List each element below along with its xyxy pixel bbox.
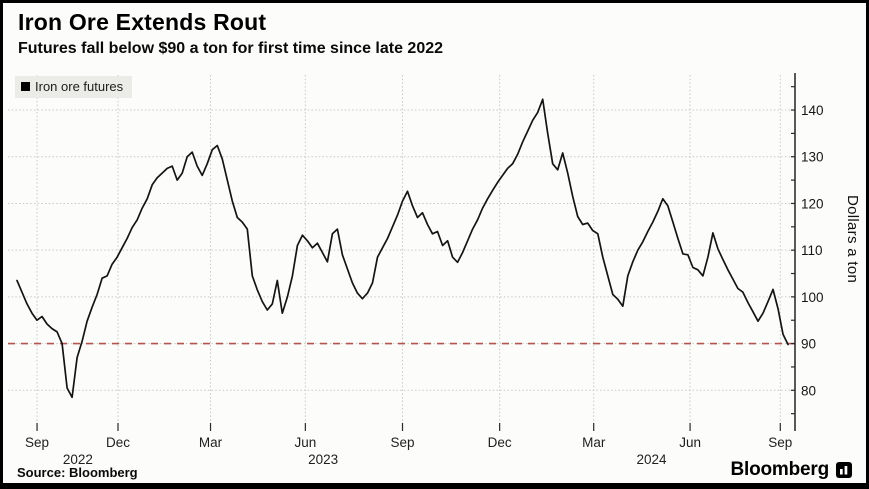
x-tick-label: Jun bbox=[679, 435, 701, 450]
line-chart: Sep Dec Mar Jun Sep Dec Mar Jun Sep 2022 2023 2024 8… bbox=[8, 73, 824, 467]
price-line bbox=[16, 98, 789, 399]
x-year-label: 2024 bbox=[637, 452, 668, 467]
y-tick-label: 140 bbox=[801, 103, 824, 118]
x-tick-label: Dec bbox=[488, 435, 512, 450]
x-tick-label: Dec bbox=[106, 435, 130, 450]
chart-subtitle: Futures fall below $90 a ton for first t… bbox=[18, 40, 444, 57]
source-note: Source: Bloomberg bbox=[17, 465, 138, 480]
x-tick-label: Sep bbox=[768, 435, 792, 450]
legend: Iron ore futures bbox=[15, 76, 133, 98]
x-tick-label: Sep bbox=[390, 435, 414, 450]
y-tick-label: 110 bbox=[801, 243, 823, 258]
bloomberg-logo: Bloomberg bbox=[731, 459, 852, 481]
bloomberg-mark-icon bbox=[836, 462, 852, 478]
y-tick-label: 100 bbox=[801, 290, 824, 305]
bloomberg-wordmark: Bloomberg bbox=[730, 459, 830, 480]
legend-swatch-icon bbox=[21, 82, 30, 91]
y-tick-label: 130 bbox=[801, 150, 824, 165]
chart-title: Iron Ore Extends Rout bbox=[18, 9, 267, 35]
y-tick-label: 120 bbox=[801, 196, 824, 211]
x-tick-label: Mar bbox=[582, 435, 606, 450]
legend-label: Iron ore futures bbox=[35, 79, 124, 94]
y-tick-label: 90 bbox=[801, 337, 816, 352]
y-axis-title: Dollars a ton bbox=[844, 195, 861, 284]
x-year-label: 2023 bbox=[308, 452, 338, 467]
x-tick-label: Jun bbox=[294, 435, 316, 450]
x-year-label: 2022 bbox=[63, 452, 93, 467]
y-tick-label: 80 bbox=[801, 383, 816, 398]
x-tick-label: Mar bbox=[199, 435, 223, 450]
x-tick-label: Sep bbox=[25, 435, 49, 450]
